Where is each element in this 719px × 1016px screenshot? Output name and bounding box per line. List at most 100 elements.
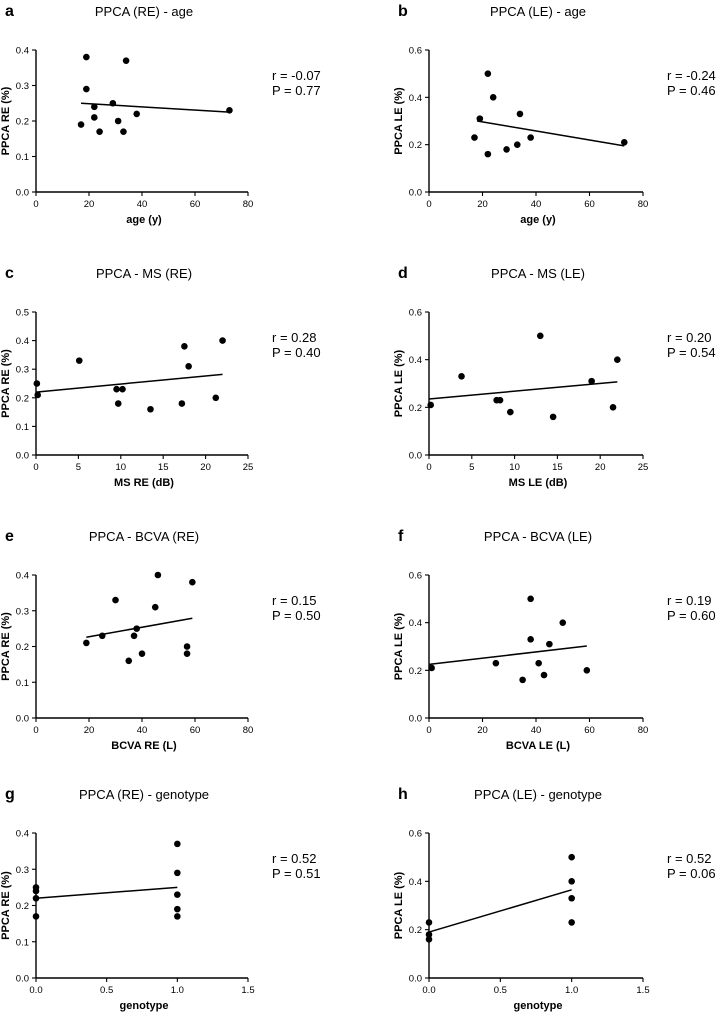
data-point [189, 578, 196, 586]
y-tick-label: 0.4 [409, 93, 422, 104]
data-point [496, 396, 504, 404]
y-tick-label: 0.2 [409, 925, 422, 936]
x-tick-label: 5 [469, 462, 474, 473]
data-point [535, 659, 542, 667]
y-tick-label: 0.0 [409, 714, 422, 725]
panel-title: PPCA - MS (LE) [491, 266, 585, 281]
y-tick-label: 0.6 [409, 46, 422, 57]
data-point [540, 671, 548, 679]
x-axis-label: genotype [514, 1000, 563, 1012]
panel-b: b PPCA (LE) - age 0.0 0.2 0.4 0.6 0 20 40 60 80 age… [393, 3, 716, 226]
x-tick-label: 0 [33, 462, 38, 473]
x-tick-label: 1.0 [565, 985, 578, 996]
y-tick-label: 0.1 [16, 937, 29, 948]
data-point [98, 632, 106, 640]
data-point [568, 853, 575, 861]
data-point [147, 405, 154, 413]
y-tick-label: 0.1 [16, 422, 29, 433]
y-tick-label: 0.4 [409, 618, 422, 629]
x-tick-label: 80 [243, 199, 254, 210]
data-point [476, 115, 484, 122]
x-axis-label: genotype [120, 1000, 169, 1012]
data-point [425, 936, 433, 943]
y-tick-label: 0.5 [16, 308, 29, 319]
panel-letter: d [398, 265, 408, 282]
x-tick-label: 40 [137, 199, 148, 210]
y-axis-label: PPCA LE (%) [393, 612, 405, 680]
r-value: r = 0.28 [272, 330, 316, 345]
data-point [484, 150, 492, 158]
x-tick-label: 40 [531, 725, 542, 736]
x-tick-label: 60 [190, 725, 201, 736]
data-point [484, 70, 492, 77]
x-tick-label: 15 [158, 462, 169, 473]
data-point [549, 413, 557, 421]
x-tick-label: 0.0 [422, 985, 435, 996]
x-tick-label: 60 [584, 199, 595, 210]
regression-line [477, 120, 625, 147]
x-axis-label: age (y) [520, 214, 556, 226]
x-tick-label: 20 [477, 725, 488, 736]
panel-letter: f [398, 528, 404, 545]
data-point [568, 894, 575, 902]
x-axis-label: BCVA RE (L) [111, 740, 177, 752]
y-tick-label: 0.0 [409, 188, 422, 199]
y-tick-label: 0.2 [16, 393, 29, 404]
panel-g: g PPCA (RE) - genotype 0.0 0.1 0.2 0.3 0.4 0.0 0… [0, 786, 321, 1012]
y-tick-label: 0.4 [409, 877, 422, 888]
y-tick-label: 0.0 [16, 974, 29, 985]
data-point [183, 643, 191, 650]
panel-title: PPCA - MS (RE) [96, 266, 192, 281]
y-tick-label: 0.1 [16, 678, 29, 689]
x-tick-label: 0 [426, 725, 431, 736]
panel-title: PPCA (LE) - genotype [474, 787, 602, 802]
y-tick-label: 0.2 [16, 901, 29, 912]
data-point [425, 919, 433, 926]
p-value: P = 0.77 [272, 83, 321, 98]
x-tick-label: 40 [137, 725, 148, 736]
x-tick-label: 25 [243, 462, 254, 473]
data-point [519, 676, 526, 684]
data-point [112, 596, 119, 604]
x-tick-label: 5 [76, 462, 81, 473]
r-value: r = 0.15 [272, 593, 316, 608]
data-point [527, 636, 534, 643]
x-tick-label: 10 [116, 462, 127, 473]
x-tick-label: 60 [584, 725, 595, 736]
panel-letter: g [5, 786, 15, 803]
r-value: r = 0.20 [667, 330, 711, 345]
x-tick-label: 20 [84, 199, 95, 210]
x-tick-label: 80 [243, 725, 254, 736]
r-value: r = 0.52 [272, 851, 316, 866]
p-value: P = 0.40 [272, 345, 321, 360]
data-point [174, 840, 181, 848]
y-axis-label: PPCA LE (%) [393, 87, 405, 155]
regression-line [35, 886, 178, 899]
y-tick-label: 0.1 [16, 152, 29, 163]
data-point [513, 141, 521, 148]
panel-letter: a [5, 3, 14, 20]
regression-line [35, 373, 223, 393]
data-point [154, 571, 162, 579]
data-point [516, 110, 524, 118]
data-point [536, 332, 544, 340]
p-value: P = 0.50 [272, 608, 321, 623]
r-value: r = -0.24 [667, 68, 716, 83]
y-axis-label: PPCA RE (%) [0, 612, 12, 681]
data-point [96, 128, 103, 135]
x-tick-label: 1.0 [171, 985, 184, 996]
panel-title: PPCA (LE) - age [490, 4, 586, 19]
y-tick-label: 0.2 [409, 140, 422, 151]
x-tick-label: 15 [552, 462, 563, 473]
y-axis-label: PPCA RE (%) [0, 871, 12, 940]
x-tick-label: 80 [638, 725, 649, 736]
data-point [503, 146, 510, 153]
data-point [568, 919, 575, 926]
y-tick-label: 0.4 [16, 571, 29, 582]
data-point [122, 57, 130, 64]
x-tick-label: 0 [33, 725, 38, 736]
data-point [174, 869, 181, 877]
data-point [546, 640, 553, 648]
data-point [91, 103, 98, 111]
